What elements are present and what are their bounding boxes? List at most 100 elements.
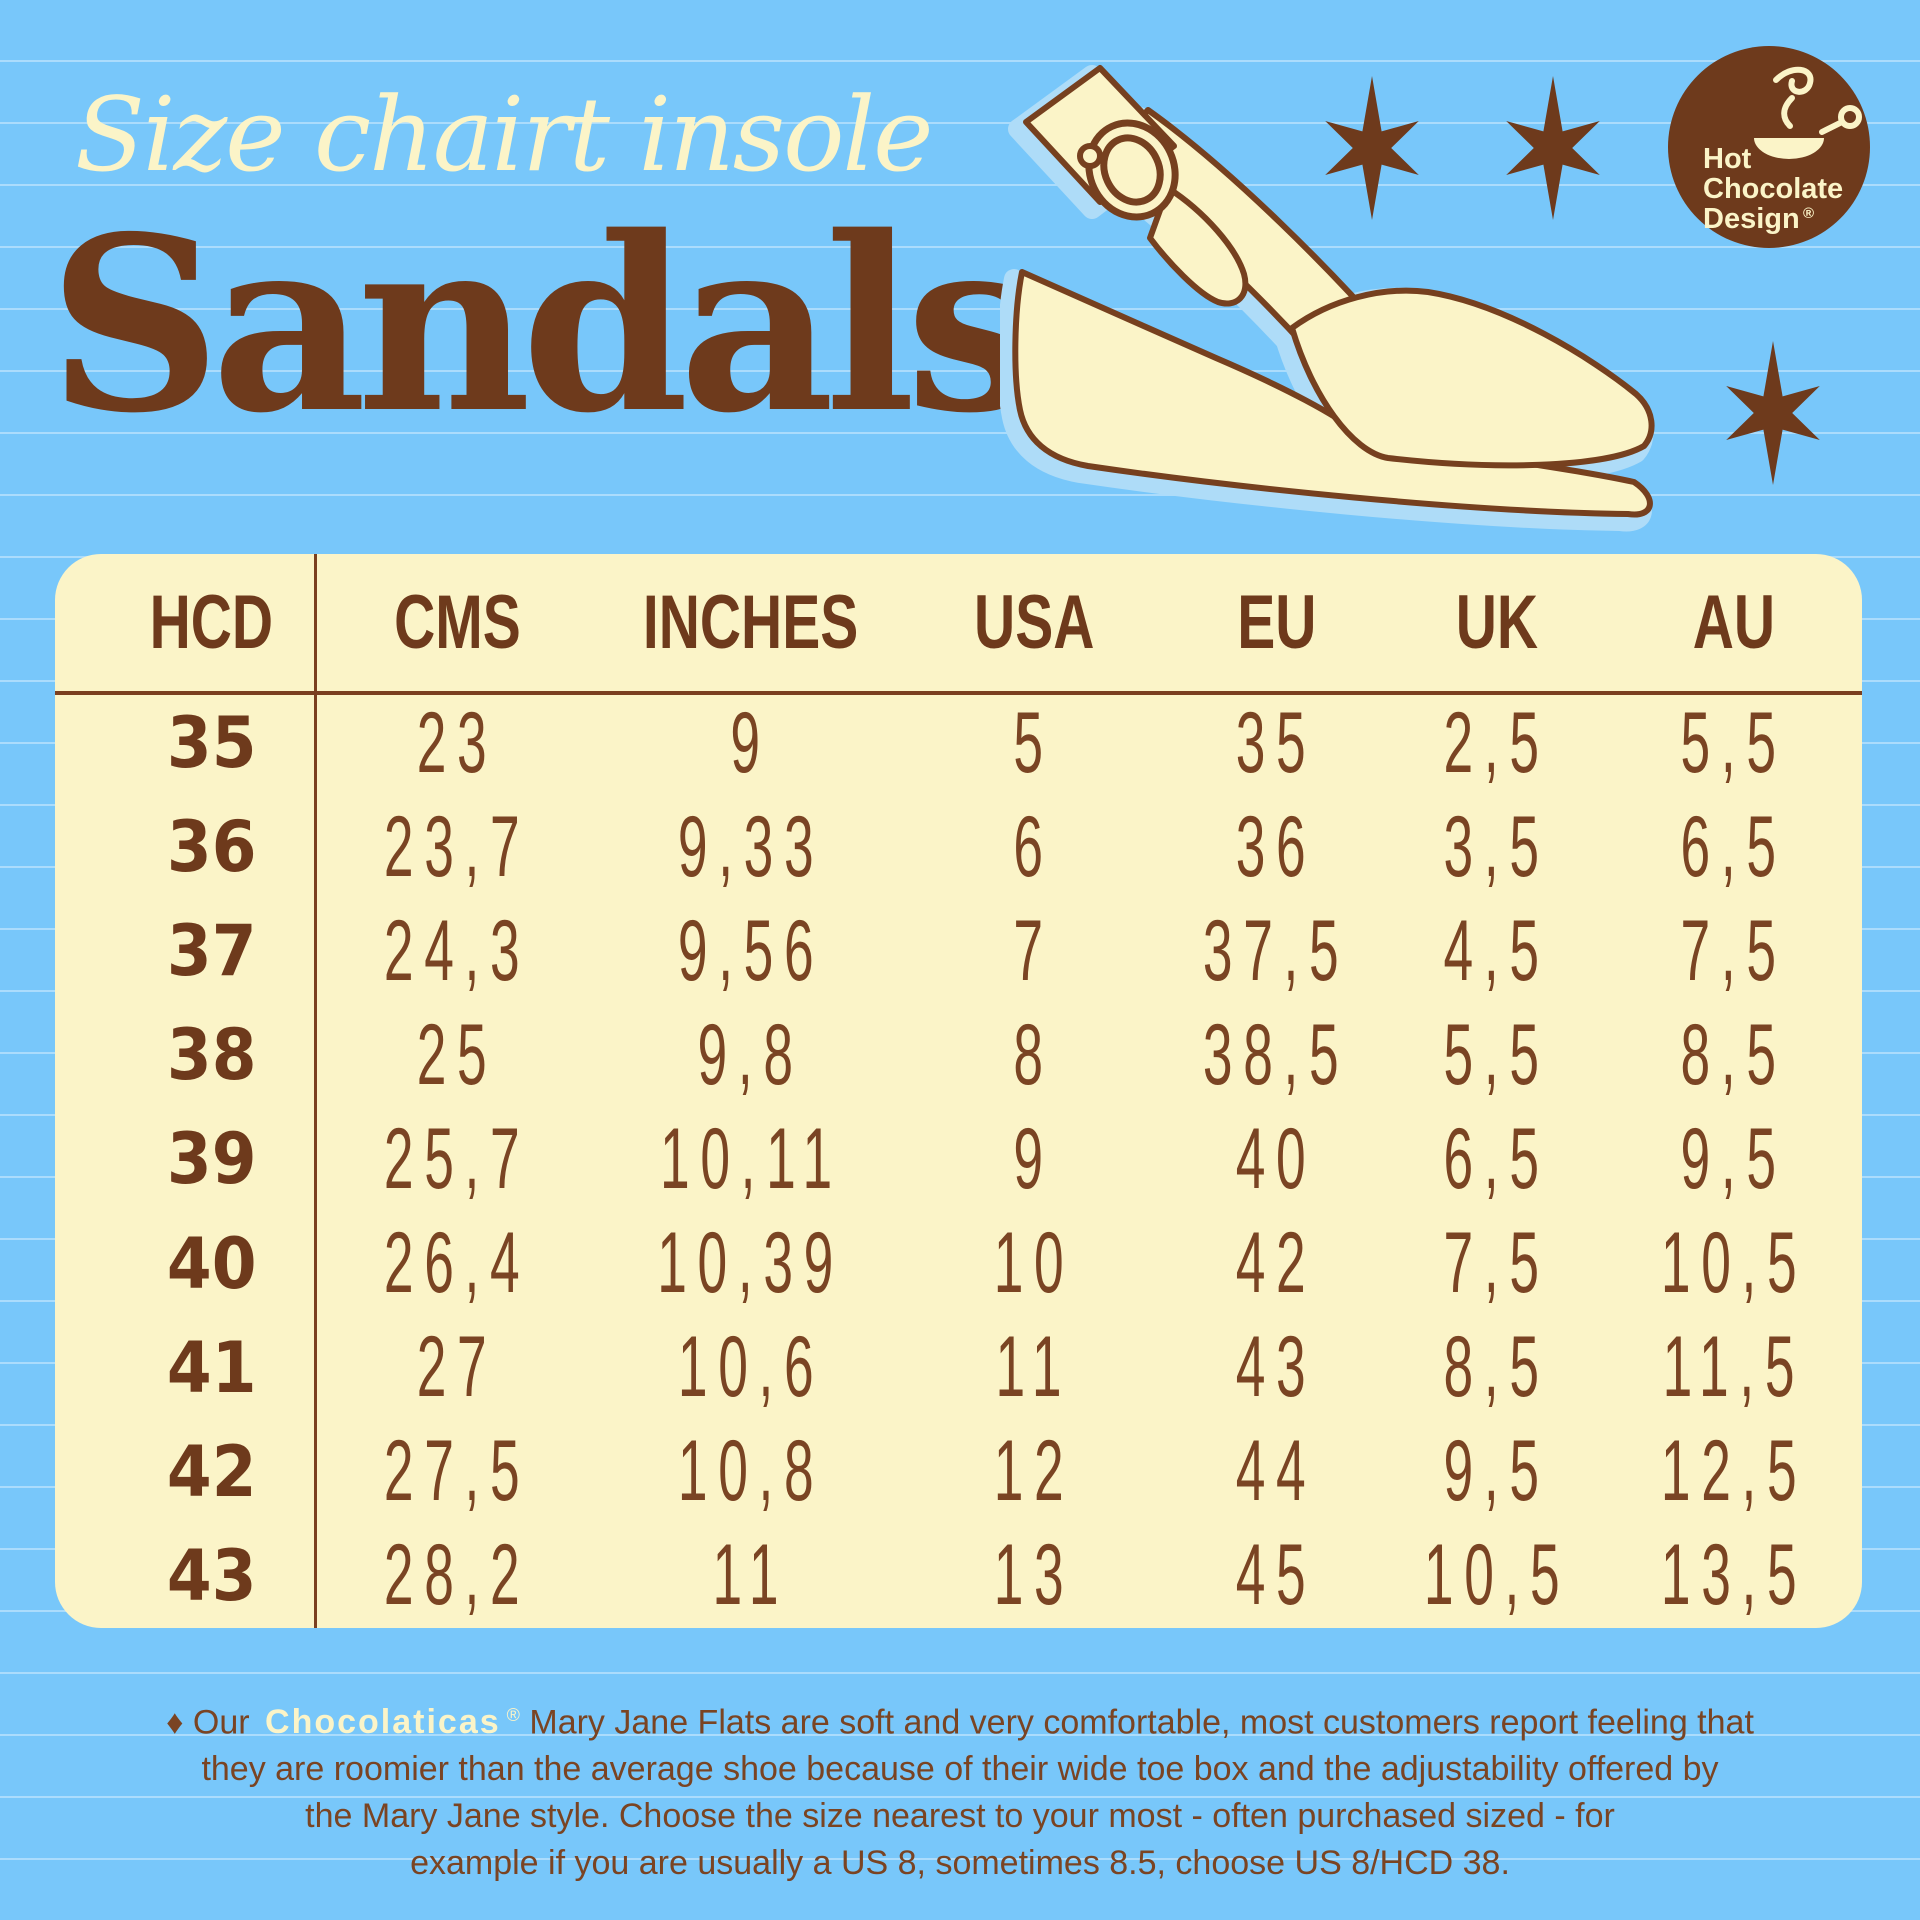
size-value: 9,33 (677, 798, 825, 895)
size-value: 9,56 (677, 902, 825, 999)
table-cell-row6-col1: 27 (316, 1316, 599, 1420)
table-cell-row6-col4: 43 (1165, 1316, 1388, 1420)
table-cell-row3-col1: 25 (316, 1003, 599, 1107)
table-cell-row4-col6: 9,5 (1606, 1107, 1862, 1211)
table-cell-row7-col5: 9,5 (1388, 1420, 1606, 1524)
size-value: 45 (1236, 1527, 1317, 1624)
table-cell-row1-col3: 6 (903, 795, 1165, 899)
sandal-buckle-prong (1077, 143, 1103, 169)
size-value: 27 (417, 1319, 498, 1416)
table-cell-row5-col6: 10,5 (1606, 1212, 1862, 1316)
table-cell-row4-col0: 39 (55, 1107, 316, 1211)
table-cell-row2-col2: 9,56 (599, 899, 903, 1003)
table-cell-row7-col3: 12 (903, 1420, 1165, 1524)
table-cell-row7-col2: 10,8 (599, 1420, 903, 1524)
size-value: 12 (993, 1423, 1075, 1520)
sandal-vamp (1289, 287, 1655, 469)
column-header-eu: EU (1236, 580, 1317, 665)
size-value: 8 (1013, 1006, 1055, 1103)
table-cell-row3-col6: 8,5 (1606, 1003, 1862, 1107)
table-cell-row1-col0: 36 (55, 795, 316, 899)
table-vertical-divider (314, 554, 317, 1628)
table-cell-row2-col3: 7 (903, 899, 1165, 1003)
table-cell-row0-col3: 5 (903, 691, 1165, 795)
footnote-line-1: ♦ Our Chocolaticas ® Mary Jane Flats are … (160, 1692, 1760, 1746)
logo-line3: Design (1703, 203, 1800, 235)
size-value: 12,5 (1660, 1423, 1808, 1520)
size-value: 11,5 (1662, 1319, 1806, 1416)
size-value: 13 (993, 1527, 1075, 1624)
hcd-size-value: 40 (166, 1222, 257, 1305)
table-cell-row0-col5: 2,5 (1388, 691, 1606, 795)
page-title: Sandals (48, 184, 1041, 466)
table-cell-row8-col5: 10,5 (1388, 1524, 1606, 1628)
table-cell-row8-col4: 45 (1165, 1524, 1388, 1628)
size-value: 28,2 (384, 1527, 531, 1624)
size-value: 35 (1236, 694, 1317, 791)
table-cell-row8-col6: 13,5 (1606, 1524, 1862, 1628)
table-cell-row5-col4: 42 (1165, 1212, 1388, 1316)
size-value: 13,5 (1660, 1527, 1808, 1624)
size-value: 2,5 (1443, 694, 1551, 791)
size-value: 40 (1236, 1110, 1317, 1207)
hot-chocolate-cup-icon (1773, 66, 1862, 135)
table-cell-row2-col6: 7,5 (1606, 899, 1862, 1003)
table-cell-row2-col5: 4,5 (1388, 899, 1606, 1003)
table-cell-row7-col6: 12,5 (1606, 1420, 1862, 1524)
table-cell-row1-col4: 36 (1165, 795, 1388, 899)
size-value: 5 (1013, 694, 1055, 791)
size-value: 44 (1236, 1423, 1317, 1520)
size-value: 24,3 (384, 902, 531, 999)
table-cell-row3-col0: 38 (55, 1003, 316, 1107)
size-value: 7,5 (1443, 1215, 1551, 1312)
size-value: 6,5 (1680, 798, 1788, 895)
size-value: 42 (1236, 1215, 1317, 1312)
table-cell-row0-col2: 9 (599, 691, 903, 795)
size-value: 9,8 (697, 1006, 805, 1103)
size-value: 10,5 (1660, 1215, 1808, 1312)
table-cell-row0-col0: 35 (55, 691, 316, 795)
table-cell-row0-col6: 5,5 (1606, 691, 1862, 795)
size-value: 36 (1236, 798, 1317, 895)
hcd-size-value: 39 (166, 1118, 257, 1201)
table-cell-row1-col6: 6,5 (1606, 795, 1862, 899)
size-value: 4,5 (1443, 902, 1551, 999)
column-header-au: AU (1692, 580, 1776, 665)
brand-name: Chocolaticas (265, 1703, 501, 1742)
table-cell-row4-col1: 25,7 (316, 1107, 599, 1211)
footnote-line1-prefix: ♦ Our (166, 1703, 250, 1742)
table-cell-row3-col5: 5,5 (1388, 1003, 1606, 1107)
footnote-line-3: the Mary Jane style. Choose the size nea… (305, 1797, 1615, 1836)
table-cell-row6-col0: 41 (55, 1316, 316, 1420)
size-value: 5,5 (1443, 1006, 1551, 1103)
size-value: 9 (1013, 1110, 1055, 1207)
table-cell-row8-col1: 28,2 (316, 1524, 599, 1628)
size-value: 10,8 (677, 1423, 825, 1520)
logo-line1: Hot (1703, 143, 1752, 175)
page-subtitle: Size chairt insole (75, 76, 933, 195)
table-cell-row3-col2: 9,8 (599, 1003, 903, 1107)
column-header-uk: UK (1455, 580, 1539, 665)
table-cell-row6-col3: 11 (903, 1316, 1165, 1420)
size-value: 11 (995, 1319, 1073, 1416)
hcd-size-value: 43 (166, 1534, 257, 1617)
table-cell-row4-col4: 40 (1165, 1107, 1388, 1211)
footnote-line1-suffix: Mary Jane Flats are soft and very comfor… (529, 1703, 1754, 1742)
table-cell-row4-col5: 6,5 (1388, 1107, 1606, 1211)
size-value: 6,5 (1443, 1110, 1551, 1207)
size-value: 26,4 (384, 1215, 531, 1312)
table-cell-row7-col1: 27,5 (316, 1420, 599, 1524)
table-cell-row5-col5: 7,5 (1388, 1212, 1606, 1316)
sandal-buckle-inner (1100, 134, 1164, 206)
size-value: 9,5 (1680, 1110, 1788, 1207)
size-value: 23,7 (384, 798, 531, 895)
hcd-size-value: 37 (166, 910, 257, 993)
table-cell-row5-col3: 10 (903, 1212, 1165, 1316)
size-value: 5,5 (1680, 694, 1788, 791)
logo-registered-mark: ® (1803, 205, 1814, 222)
size-table: HCD CMS INCHES USA EU UK AU 35 23 9 5 35 2,5 5… (55, 554, 1862, 1628)
column-header-cms: CMS (394, 580, 521, 665)
size-value: 6 (1013, 798, 1055, 895)
sandal-heel-tab (1147, 185, 1249, 307)
table-cell-row2-col0: 37 (55, 899, 316, 1003)
